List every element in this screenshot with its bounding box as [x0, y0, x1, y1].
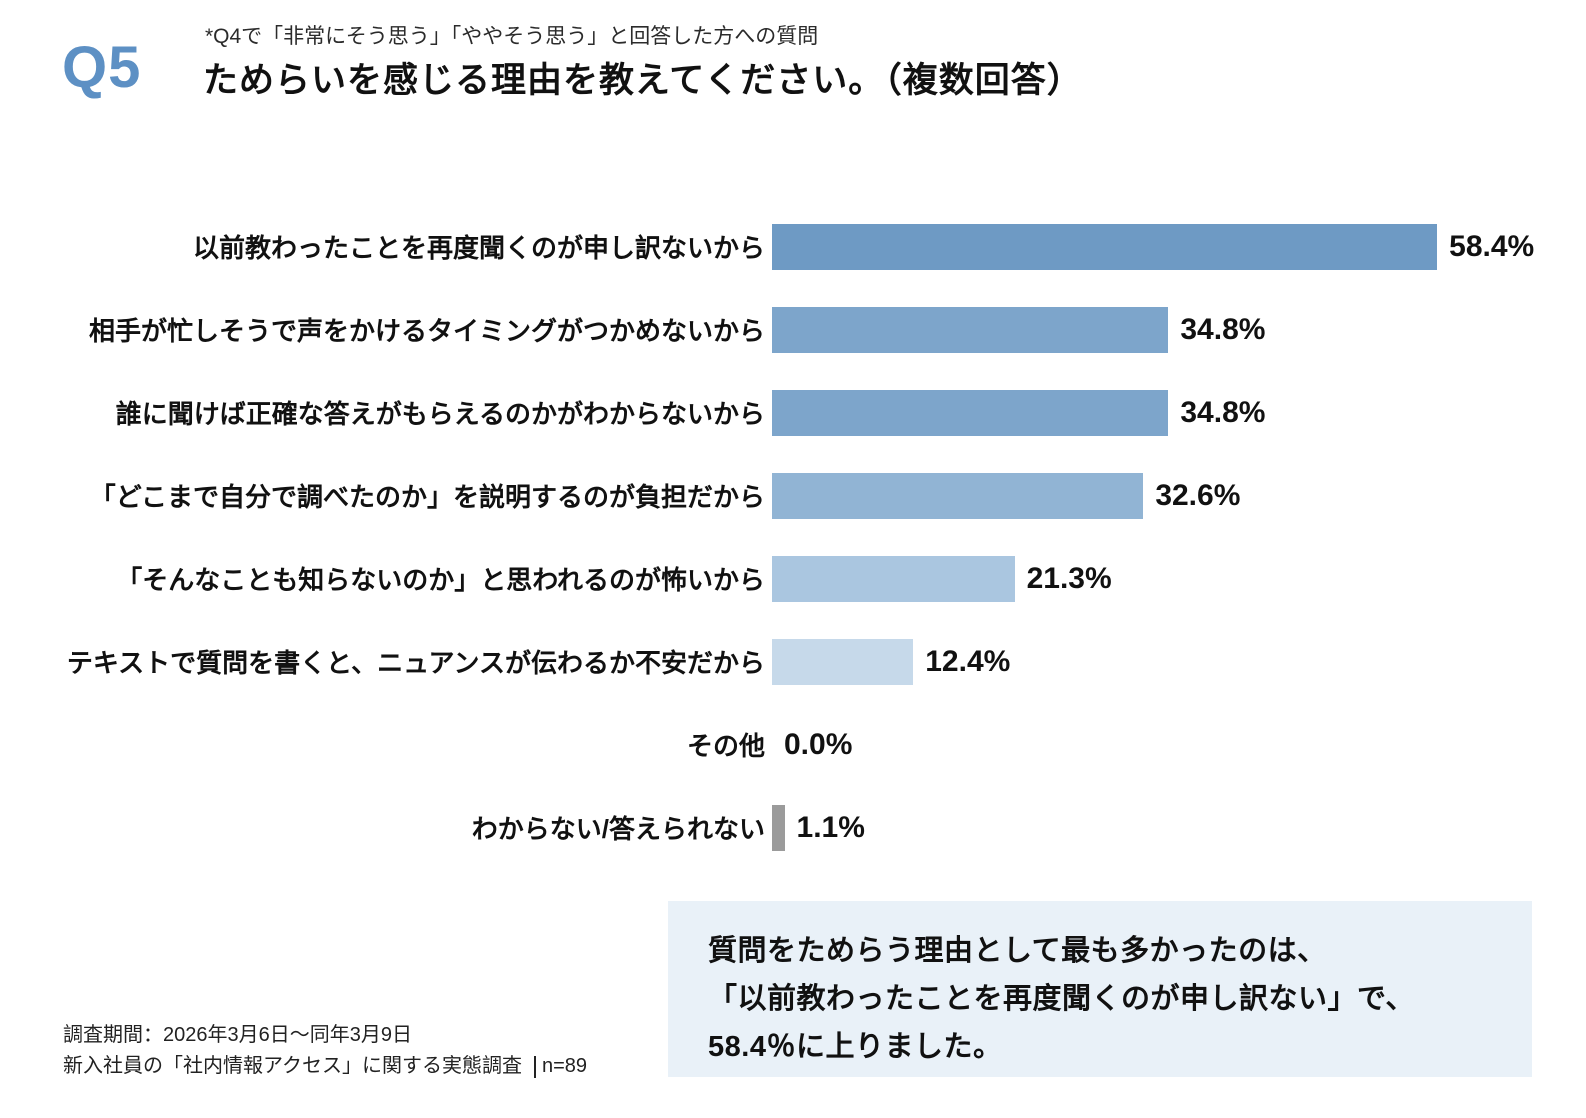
bar-row: テキストで質問を書くと、ニュアンスが伝わるか不安だから 12.4%	[25, 620, 1565, 703]
bar	[772, 804, 785, 851]
value-label: 34.8%	[1180, 395, 1266, 429]
bar-chart: 以前教わったことを再度聞くのが申し訳ないから 58.4% 相手が忙しそうで声をかける…	[25, 205, 1565, 869]
bar	[772, 555, 1015, 602]
category-label: テキストで質問を書くと、ニュアンスが伝わるか不安だから	[66, 648, 765, 678]
question-title: ためらいを感じる理由を教えてください。（複数回答）	[203, 61, 1083, 100]
bar-row: 相手が忙しそうで声をかけるタイミングがつかめないから 34.8%	[25, 288, 1565, 371]
category-label: 誰に聞けば正確な答えがもらえるのかがわからないから	[115, 399, 765, 429]
bar-row: 「どこまで自分で調べたのか」を説明するのが負担だから 32.6%	[25, 454, 1565, 537]
category-label: 「そんなことも知らないのか」と思われるのが怖いから	[116, 565, 765, 595]
category-label: その他	[686, 731, 765, 761]
sample-size: n=89	[542, 1055, 588, 1077]
bar	[772, 223, 1438, 270]
bar-row: わからない/答えられない 1.1%	[25, 786, 1565, 869]
bar	[772, 389, 1169, 436]
bar-row: 以前教わったことを再度聞くのが申し訳ないから 58.4%	[25, 205, 1565, 288]
summary-line-3: 58.4％に上りました。	[708, 1031, 1003, 1063]
question-number: Q5	[62, 35, 142, 100]
value-label: 34.8%	[1180, 312, 1266, 346]
bar-row: 「そんなことも知らないのか」と思われるのが怖いから 21.3%	[25, 537, 1565, 620]
value-label: 1.1%	[796, 810, 865, 844]
survey-meta: 調査期間：2026年3月6日～同年3月9日 新入社員の「社内情報アクセス」に関す…	[63, 1020, 587, 1082]
category-label: わからない/答えられない	[471, 814, 765, 844]
bar	[772, 306, 1169, 353]
summary-callout: 質問をためらう理由として最も多かったのは、 「以前教わったことを再度聞くのが申し…	[668, 901, 1532, 1077]
value-label: 32.6%	[1155, 478, 1241, 512]
category-label: 以前教わったことを再度聞くのが申し訳ないから	[192, 233, 765, 263]
survey-name: 新入社員の「社内情報アクセス」に関する実態調査	[63, 1055, 522, 1077]
value-label: 12.4%	[925, 644, 1011, 678]
survey-name-line: 新入社員の「社内情報アクセス」に関する実態調査 n=89	[63, 1051, 587, 1082]
question-note: *Q4で「非常にそう思う」「ややそう思う」と回答した方への質問	[205, 25, 819, 48]
value-label: 0.0%	[784, 727, 853, 761]
bar-row: 誰に聞けば正確な答えがもらえるのかがわからないから 34.8%	[25, 371, 1565, 454]
bar	[772, 638, 914, 685]
category-label: 相手が忙しそうで声をかけるタイミングがつかめないから	[88, 316, 765, 346]
value-label: 21.3%	[1026, 561, 1112, 595]
value-label: 58.4%	[1449, 229, 1535, 263]
separator-bar	[534, 1055, 536, 1078]
bar	[772, 472, 1144, 519]
survey-period: 調査期間：2026年3月6日～同年3月9日	[63, 1024, 412, 1046]
summary-line-2: 「以前教わったことを再度聞くのが申し訳ない」で、	[708, 983, 1415, 1015]
bar-row: その他 0.0%	[25, 703, 1565, 786]
category-label: 「どこまで自分で調べたのか」を説明するのが負担だから	[89, 482, 765, 512]
summary-line-1: 質問をためらう理由として最も多かったのは、	[708, 935, 1327, 967]
